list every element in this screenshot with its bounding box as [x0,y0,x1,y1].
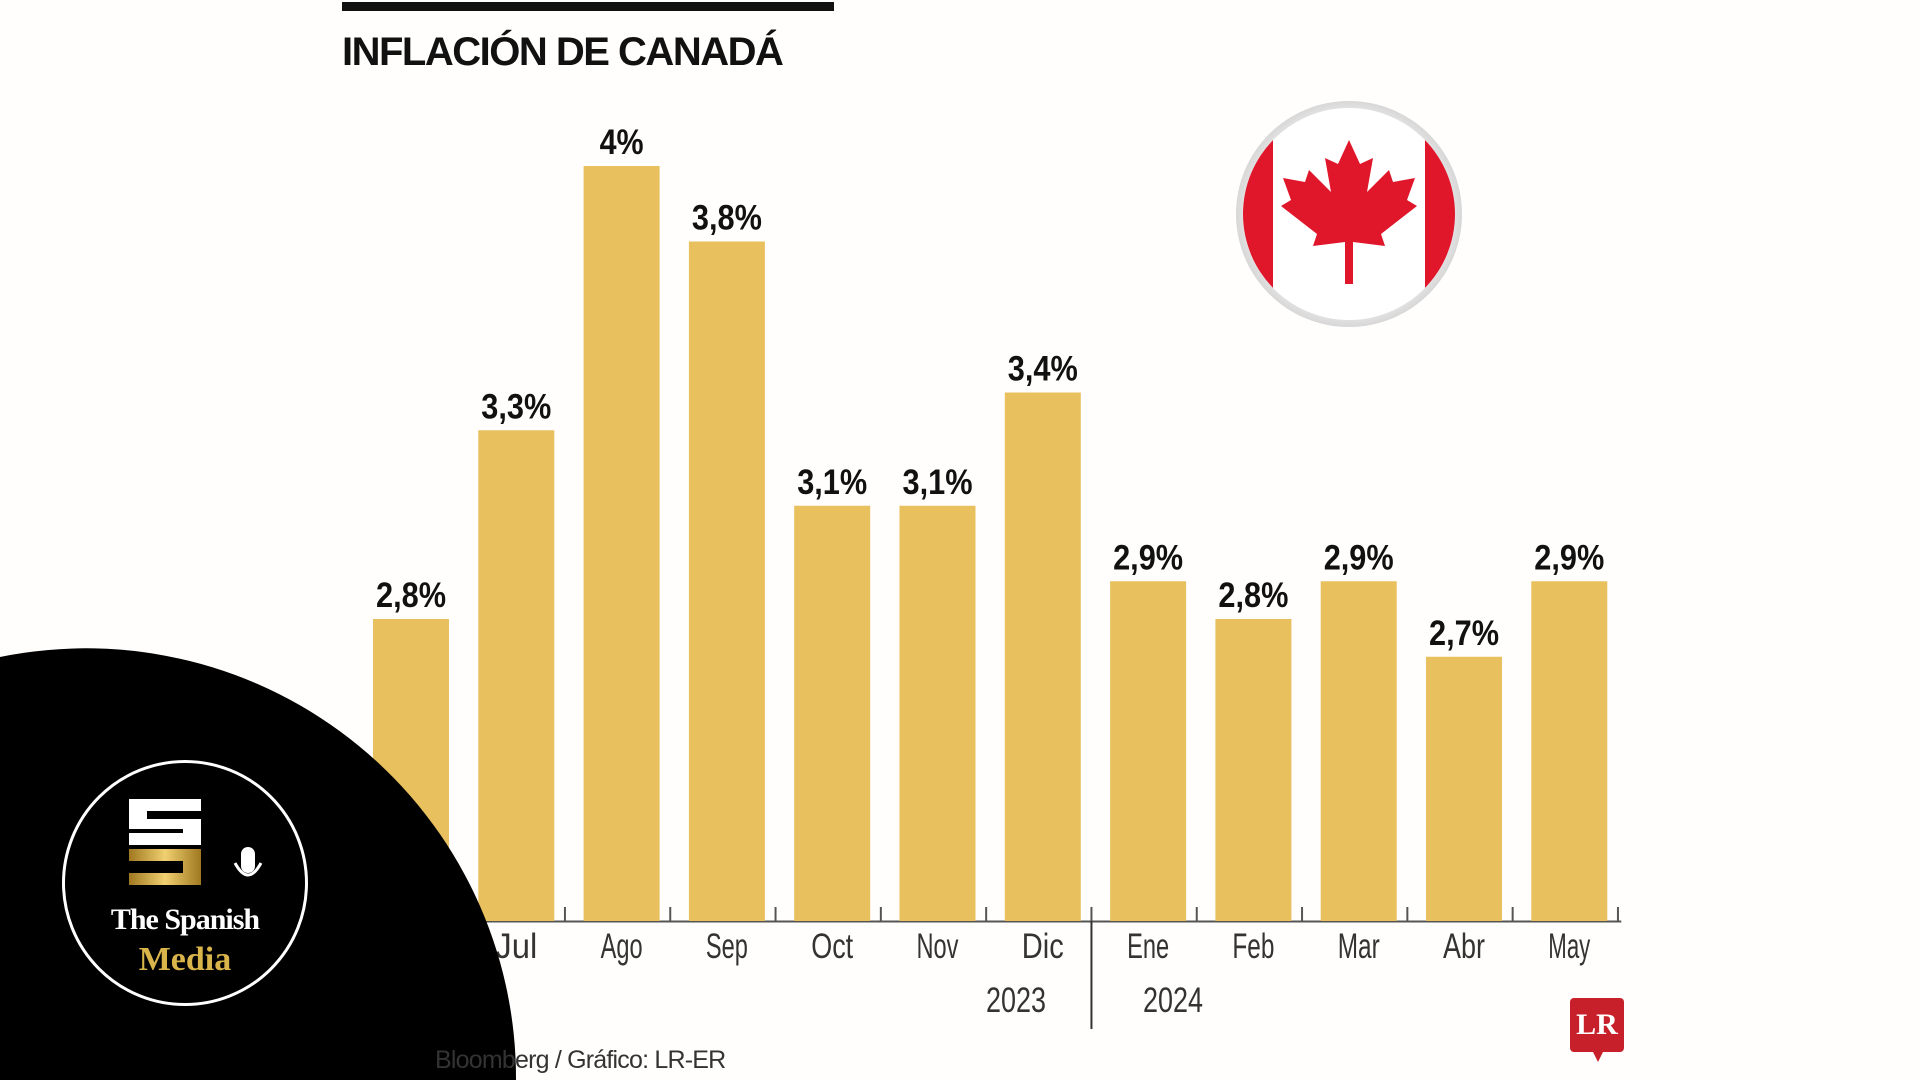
month-label: Dic [1022,927,1064,966]
value-label: 2,8% [376,576,446,615]
chart-title: INFLACIÓN DE CANADÁ [342,30,784,74]
channel-name-line1: The Spanish [110,903,260,936]
month-label: Oct [811,927,853,966]
year-label: 2024 [1143,981,1203,1020]
bar-jul [478,430,555,921]
the-spanish-media-logo: The Spanish Media [62,760,308,1006]
bar-ago [583,166,660,921]
title-rule [342,2,834,11]
month-label: Sep [706,927,748,966]
bar-ene [1110,581,1187,921]
month-label: Abr [1443,927,1485,966]
month-label: May [1548,927,1590,966]
value-label: 2,9% [1534,538,1604,577]
bar-oct [794,505,871,921]
value-label: 2,7% [1429,614,1499,653]
year-label: 2023 [986,981,1046,1020]
value-label: 3,1% [797,463,867,502]
value-label: 4% [600,123,644,162]
month-label: Mar [1338,927,1380,966]
value-label: 3,8% [692,199,762,238]
lr-logo: LR [1570,998,1624,1062]
canada-flag-icon [1236,101,1462,327]
value-label: 3,3% [481,387,551,426]
month-label: Ago [601,927,643,966]
bar-sep [688,241,765,921]
month-label: Nov [917,927,959,966]
bar-may [1531,581,1608,921]
value-label: 2,9% [1113,538,1183,577]
month-label: Feb [1232,927,1274,966]
source-note: Bloomberg / Gráfico: LR-ER [435,1046,726,1074]
value-label: 3,4% [1008,350,1078,389]
value-label: 2,9% [1324,538,1394,577]
month-label: Ene [1127,927,1169,966]
bar-mar [1320,581,1397,921]
value-label: 3,1% [903,463,973,502]
bar-feb [1215,619,1292,921]
bar-nov [899,505,976,921]
month-label: Jul [495,927,537,966]
value-label: 2,8% [1218,576,1288,615]
bar-abr [1426,656,1502,921]
channel-name-line2: Media [138,941,232,978]
bar-dic [1004,392,1081,921]
